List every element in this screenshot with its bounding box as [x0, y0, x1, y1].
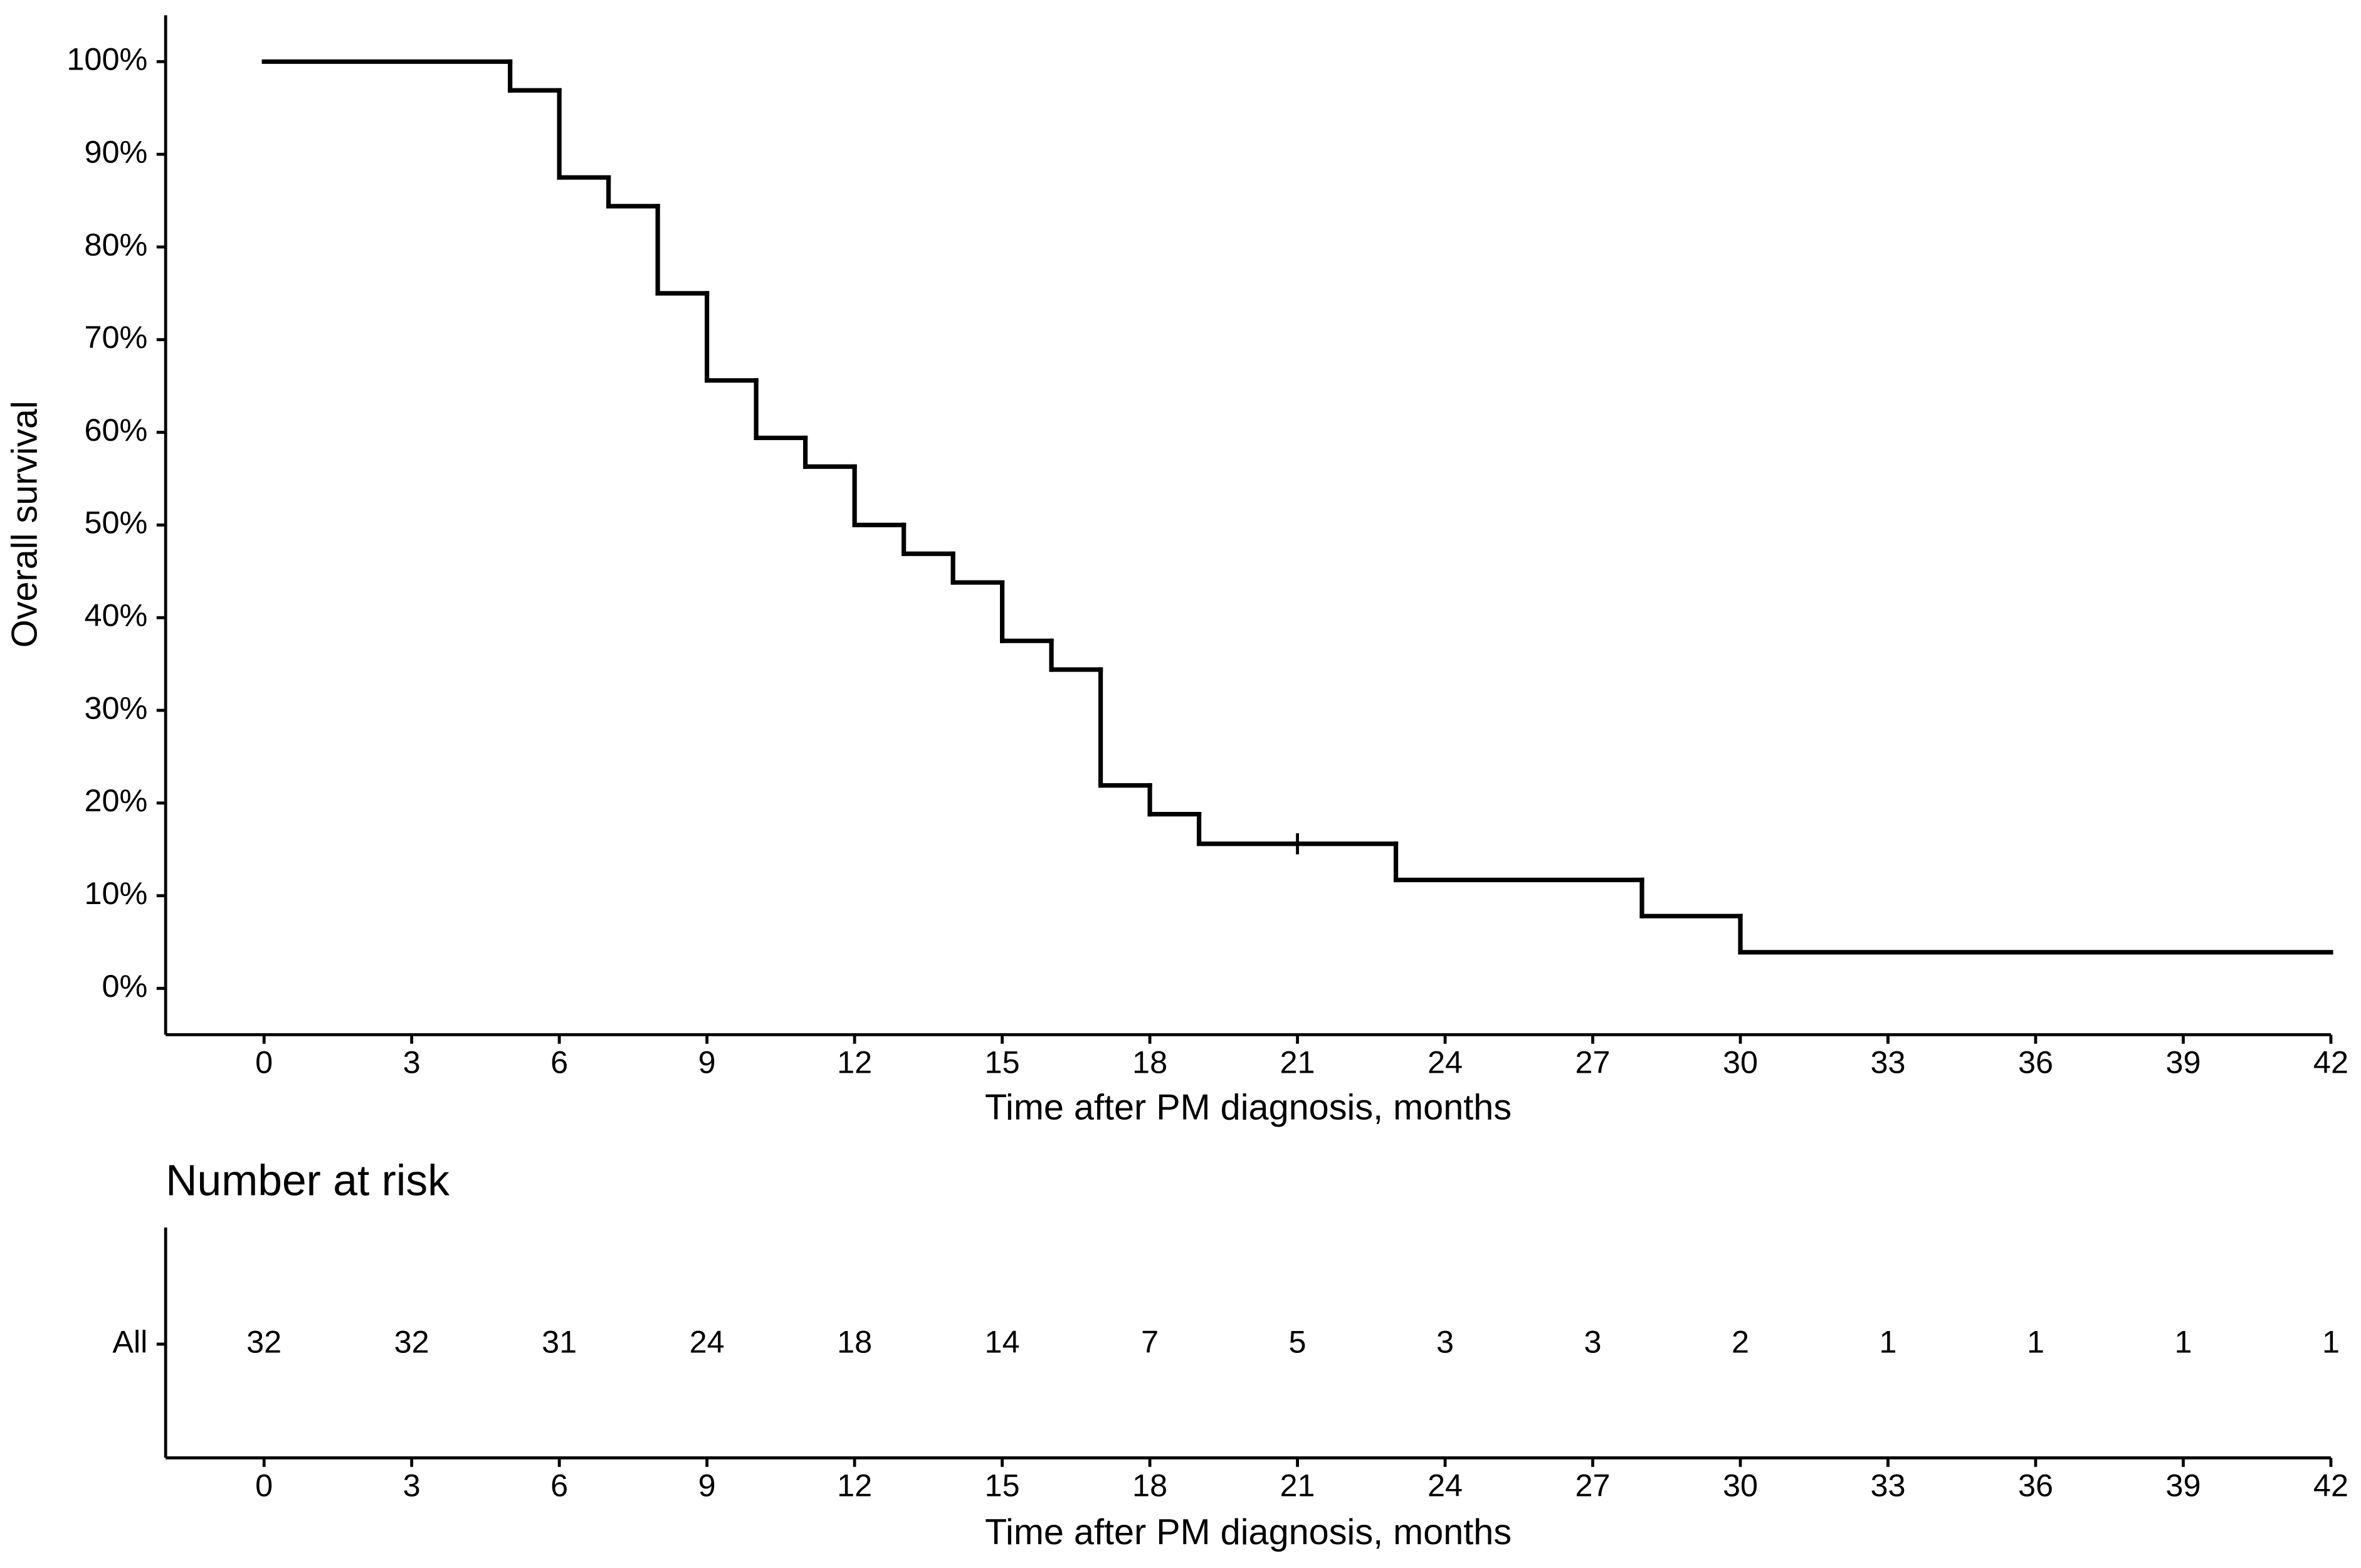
- x-tick-label: 21: [1280, 1044, 1315, 1080]
- x-tick-label: 3: [403, 1044, 421, 1080]
- y-tick-label: 60%: [84, 412, 147, 448]
- x-tick-label: 42: [2313, 1044, 2348, 1080]
- risk-count: 3: [1584, 1323, 1602, 1359]
- y-tick-label: 90%: [84, 134, 147, 169]
- x-tick-label: 18: [1132, 1468, 1167, 1503]
- risk-count: 1: [2174, 1323, 2192, 1359]
- y-axis-label: Overall survival: [4, 401, 45, 648]
- y-tick-label: 100%: [66, 41, 147, 77]
- x-tick-label: 36: [2018, 1044, 2053, 1080]
- x-tick-label: 18: [1132, 1044, 1167, 1080]
- x-tick-label: 9: [698, 1044, 716, 1080]
- risk-count: 7: [1141, 1323, 1159, 1359]
- risk-count: 1: [2322, 1323, 2340, 1359]
- risk-count: 14: [985, 1323, 1020, 1359]
- x-tick-label: 6: [550, 1044, 568, 1080]
- x-tick-label: 27: [1575, 1044, 1610, 1080]
- x-tick-label: 42: [2313, 1468, 2348, 1503]
- x-tick-label: 0: [255, 1044, 273, 1080]
- x-tick-label: 33: [1870, 1468, 1905, 1503]
- x-tick-label: 24: [1428, 1468, 1463, 1503]
- x-tick-label: 15: [985, 1468, 1020, 1503]
- table-title: Number at risk: [166, 1156, 450, 1205]
- x-tick-label: 30: [1723, 1044, 1758, 1080]
- x-tick-label: 24: [1428, 1044, 1463, 1080]
- risk-count: 5: [1289, 1323, 1307, 1359]
- y-tick-label: 10%: [84, 875, 147, 911]
- risk-count: 32: [246, 1323, 281, 1359]
- x-tick-label: 21: [1280, 1468, 1315, 1503]
- risk-count: 1: [1879, 1323, 1896, 1359]
- y-tick-label: 70%: [84, 319, 147, 355]
- x-tick-label: 3: [403, 1468, 421, 1503]
- risk-count: 32: [394, 1323, 429, 1359]
- risk-count: 3: [1436, 1323, 1454, 1359]
- risk-count: 18: [837, 1323, 872, 1359]
- y-tick-label: 20%: [84, 782, 147, 818]
- y-tick-label: 30%: [84, 690, 147, 725]
- x-tick-label: 33: [1870, 1044, 1905, 1080]
- x-tick-label: 0: [255, 1468, 273, 1503]
- x-tick-label: 9: [698, 1468, 716, 1503]
- x-tick-label: 15: [985, 1044, 1020, 1080]
- risk-count: 1: [2027, 1323, 2044, 1359]
- x-tick-label: 36: [2018, 1468, 2053, 1503]
- risk-count: 31: [542, 1323, 577, 1359]
- x-tick-label: 6: [550, 1468, 568, 1503]
- x-tick-label: 12: [837, 1468, 872, 1503]
- x-tick-label: 39: [2165, 1468, 2201, 1503]
- y-tick-label: 0%: [102, 968, 147, 1004]
- x-axis-label: Time after PM diagnosis, months: [985, 1512, 1512, 1552]
- y-tick-label: 80%: [84, 226, 147, 262]
- x-tick-label: 39: [2165, 1044, 2201, 1080]
- x-axis-label: Time after PM diagnosis, months: [985, 1088, 1512, 1128]
- x-tick-label: 30: [1723, 1468, 1758, 1503]
- risk-count: 2: [1732, 1323, 1749, 1359]
- row-label: All: [112, 1323, 147, 1359]
- risk-count: 24: [690, 1323, 725, 1359]
- x-tick-label: 12: [837, 1044, 872, 1080]
- y-tick-label: 50%: [84, 505, 147, 540]
- y-tick-label: 40%: [84, 597, 147, 633]
- x-tick-label: 27: [1575, 1468, 1610, 1503]
